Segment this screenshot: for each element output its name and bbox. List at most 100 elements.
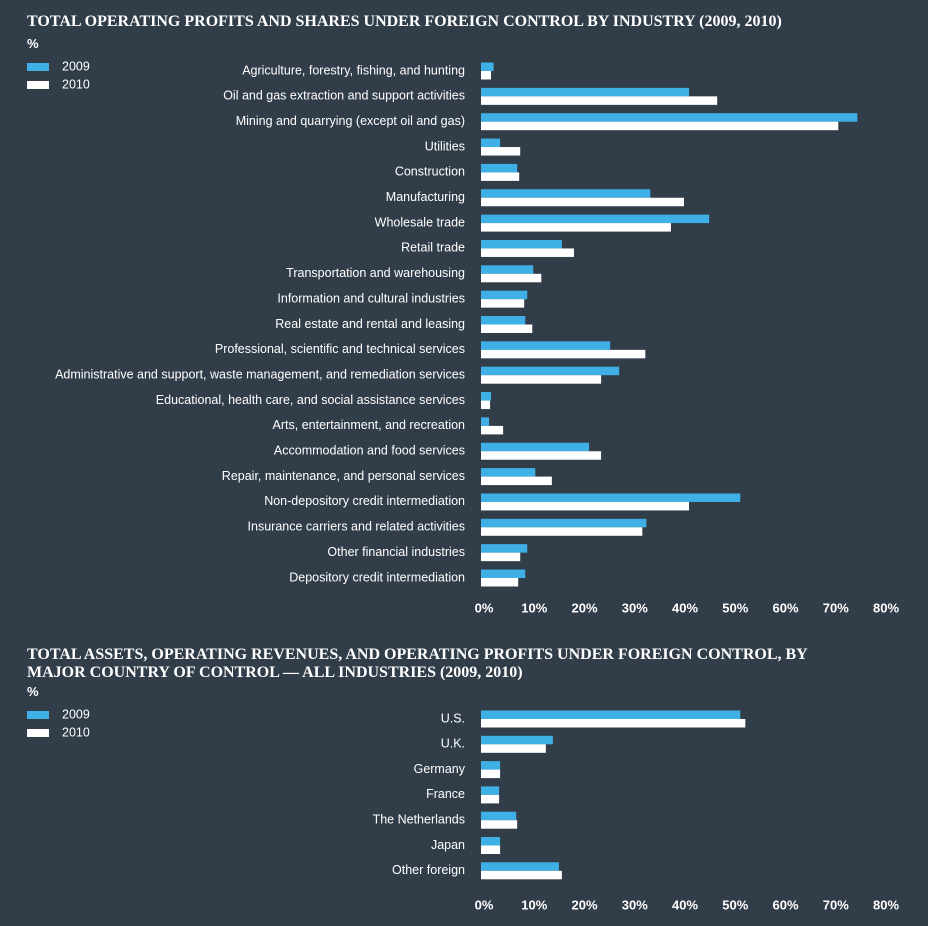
unit-label: % xyxy=(27,36,39,51)
category-label: Professional, scientific and technical s… xyxy=(215,342,465,356)
legend-label: 2010 xyxy=(62,77,90,91)
bar xyxy=(481,341,611,350)
x-tick-label: 0% xyxy=(475,600,494,615)
x-tick-label: 30% xyxy=(622,600,648,615)
legend-label: 2009 xyxy=(62,707,90,721)
x-tick-label: 0% xyxy=(475,897,494,912)
x-tick-label: 10% xyxy=(521,600,547,615)
category-label: Non-depository credit intermediation xyxy=(264,494,465,508)
legend-swatch xyxy=(27,81,49,89)
category-label: Manufacturing xyxy=(386,190,465,204)
legend-swatch xyxy=(27,711,49,719)
bar xyxy=(481,468,536,477)
chart-title: TOTAL OPERATING PROFITS AND SHARES UNDER… xyxy=(27,13,782,30)
category-label: Oil and gas extraction and support activ… xyxy=(223,89,465,103)
bar xyxy=(481,845,501,854)
bar xyxy=(481,837,501,846)
bar xyxy=(481,248,574,257)
bar xyxy=(481,223,671,232)
bar xyxy=(481,265,534,274)
bar xyxy=(481,189,651,198)
bar xyxy=(481,527,643,536)
x-tick-label: 70% xyxy=(823,600,849,615)
x-tick-label: 60% xyxy=(772,600,798,615)
category-label: Agriculture, forestry, fishing, and hunt… xyxy=(242,63,465,77)
legend-label: 2009 xyxy=(62,59,90,73)
bar xyxy=(481,392,492,401)
bar xyxy=(481,501,690,511)
bar xyxy=(481,299,525,308)
x-tick-label: 50% xyxy=(722,600,748,615)
chart-title: TOTAL ASSETS, OPERATING REVENUES, AND OP… xyxy=(27,646,808,681)
bar xyxy=(481,578,519,587)
category-label: Insurance carriers and related activitie… xyxy=(248,520,465,534)
bar xyxy=(481,366,620,376)
bar xyxy=(481,569,526,578)
bar xyxy=(481,786,500,795)
x-tick-label: 40% xyxy=(672,600,698,615)
bar xyxy=(481,62,494,71)
bar xyxy=(481,87,690,97)
legend-swatch xyxy=(27,729,49,737)
category-label: Information and cultural industries xyxy=(277,291,465,305)
bar xyxy=(481,147,521,156)
category-label: Real estate and rental and leasing xyxy=(275,317,465,331)
category-label: Japan xyxy=(431,838,465,852)
bar xyxy=(481,96,718,105)
bar xyxy=(481,761,501,770)
x-tick-label: 40% xyxy=(672,897,698,912)
category-label: Construction xyxy=(395,165,465,179)
legend-swatch xyxy=(27,63,49,71)
bar xyxy=(481,820,518,829)
category-label: The Netherlands xyxy=(373,812,465,826)
category-label: Educational, health care, and social ass… xyxy=(156,393,465,407)
category-label: Mining and quarrying (except oil and gas… xyxy=(236,114,465,128)
bar xyxy=(481,735,553,745)
bar xyxy=(481,710,741,719)
bar xyxy=(481,197,685,207)
bar xyxy=(481,544,528,553)
category-label: France xyxy=(426,787,465,801)
category-label: U.S. xyxy=(441,711,465,725)
bar xyxy=(481,811,517,821)
bar xyxy=(481,476,552,486)
category-label: Depository credit intermediation xyxy=(289,570,465,584)
bar xyxy=(481,239,562,249)
x-tick-label: 70% xyxy=(823,897,849,912)
category-label: Utilities xyxy=(425,139,465,153)
x-tick-label: 20% xyxy=(571,897,597,912)
x-tick-label: 80% xyxy=(873,600,899,615)
bar xyxy=(481,214,710,224)
category-label: Retail trade xyxy=(401,241,465,255)
bar xyxy=(481,290,528,300)
bar xyxy=(481,425,504,435)
bar xyxy=(481,719,746,728)
category-label: Administrative and support, waste manage… xyxy=(55,367,465,381)
category-label: Accommodation and food services xyxy=(274,444,465,458)
bar xyxy=(481,862,559,871)
x-tick-label: 10% xyxy=(521,897,547,912)
category-label: Arts, entertainment, and recreation xyxy=(273,418,466,432)
bar xyxy=(481,552,521,562)
bar xyxy=(481,417,490,426)
bar xyxy=(481,316,526,325)
bar xyxy=(481,794,500,804)
bar xyxy=(481,375,602,384)
category-label: Other foreign xyxy=(392,863,465,877)
x-tick-label: 30% xyxy=(622,897,648,912)
bar xyxy=(481,451,602,460)
bar xyxy=(481,71,492,80)
bar xyxy=(481,518,647,528)
category-label: Germany xyxy=(414,762,466,776)
bar xyxy=(481,163,518,173)
category-label: Other financial industries xyxy=(327,545,465,559)
bar xyxy=(481,769,501,779)
unit-label: % xyxy=(27,684,39,699)
bar xyxy=(481,138,501,148)
bar xyxy=(481,172,520,181)
bar xyxy=(481,442,590,452)
bar xyxy=(481,493,741,502)
category-label: Transportation and warehousing xyxy=(286,266,465,280)
